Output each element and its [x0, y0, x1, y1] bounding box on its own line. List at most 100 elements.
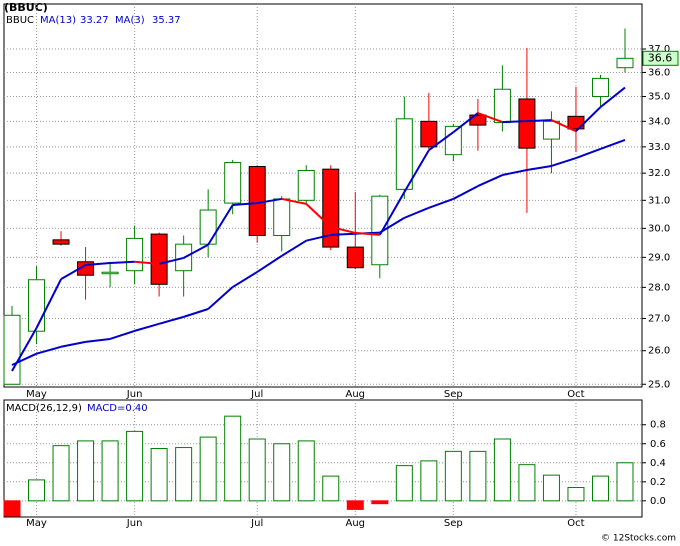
ma-line [257, 197, 282, 205]
ma-line [551, 157, 577, 167]
ma-line [60, 340, 86, 348]
legend-ma13: MA(13) [40, 15, 76, 26]
y-tick-label: 0.4 [650, 458, 666, 469]
ma-line [502, 120, 527, 124]
ma-line [355, 231, 380, 236]
y-tick-label: 29.0 [648, 252, 670, 263]
legend-ma13-value: 33.27 [80, 15, 109, 26]
macd-bar [371, 500, 389, 505]
macd-bar [469, 450, 487, 502]
y-tick-label: 32.0 [648, 168, 670, 179]
x-tick-label: Oct [567, 518, 584, 529]
ma-line [281, 239, 307, 257]
x-tick-label: Jun [126, 518, 143, 529]
y-tick-label: 26.0 [648, 346, 670, 357]
macd-bar [567, 487, 585, 502]
macd-bar [395, 465, 413, 502]
y-tick-label: 0.0 [650, 496, 666, 507]
macd-bar [28, 479, 46, 502]
legend-symbol: BBUC [6, 15, 34, 26]
ma-line [207, 286, 234, 310]
macd-bar [126, 430, 144, 502]
x-tick-label: Oct [567, 389, 584, 400]
legend-ma3: MA(3) [115, 15, 145, 26]
macd-bar [52, 445, 70, 502]
ma-line [232, 202, 258, 207]
candle-body [224, 162, 242, 204]
ma-line [330, 225, 356, 234]
ma-line [158, 256, 184, 265]
candle-body [542, 120, 560, 140]
ma-line [526, 119, 552, 123]
ma-line [502, 168, 528, 177]
ma-line [207, 204, 234, 246]
candle-body [371, 195, 389, 266]
candle-body [126, 237, 144, 272]
ma-line [110, 260, 135, 264]
macd-bar [175, 447, 193, 502]
y-tick-label: 33.0 [648, 142, 670, 153]
source: © 12Stocks.com [601, 534, 676, 544]
macd-bar [77, 440, 95, 502]
macd-bar [542, 474, 560, 502]
candle-body [273, 198, 291, 237]
ma-line [403, 149, 430, 193]
chart-title: (BBUC) [4, 1, 48, 14]
x-tick-label: May [26, 389, 47, 400]
x-tick-label: Aug [346, 389, 366, 400]
ma-line [134, 322, 160, 332]
ma-line [306, 233, 331, 242]
macd-bar [199, 436, 217, 502]
ma-line [85, 337, 111, 343]
candle-body [150, 233, 168, 285]
ma-line [477, 174, 503, 187]
ma-line [232, 271, 258, 288]
ma-line [109, 329, 135, 340]
y-tick-label: 25.0 [648, 379, 670, 390]
candle-body [616, 57, 634, 69]
y-tick-label: 30.0 [648, 223, 670, 234]
candle-body [28, 279, 46, 332]
macd-bar [150, 448, 168, 502]
ma-line [256, 255, 283, 273]
candle-body [493, 88, 511, 124]
macd-bar [322, 475, 340, 502]
candle-body [591, 77, 609, 98]
candle-body [395, 118, 413, 190]
ma-line [600, 138, 626, 150]
candle-body [52, 239, 70, 245]
x-tick-label: Jul [250, 518, 263, 529]
ma-line [428, 197, 454, 209]
ma-line [158, 315, 184, 325]
candle-body [420, 120, 438, 148]
y-tick-label: 0.8 [650, 420, 666, 431]
macd-bar [420, 460, 438, 502]
macd-bar [444, 450, 462, 502]
y-tick-label: 37.0 [648, 44, 670, 55]
candle-body [297, 169, 315, 201]
ma-line [551, 119, 577, 133]
ma-line [281, 197, 307, 205]
macd-bar [518, 464, 536, 502]
macd-current: MACD=0.40 [87, 403, 148, 414]
candle-body [101, 271, 119, 275]
y-tick-label: 35.0 [648, 92, 670, 103]
ma-line [134, 260, 160, 265]
y-tick-label: 28.0 [648, 282, 670, 293]
ma-line [305, 203, 332, 228]
candle-body [3, 314, 21, 385]
ma-line [85, 261, 111, 267]
macd-bar [346, 500, 364, 510]
macd-bar [248, 438, 266, 502]
candle-body [199, 209, 217, 245]
y-tick-label: 34.0 [648, 116, 670, 127]
ma-line [477, 112, 503, 124]
macd-panel [3, 399, 643, 518]
x-tick-label: Jul [250, 389, 263, 400]
macd-bar [493, 438, 511, 502]
y-tick-label: 36.0 [648, 67, 670, 78]
macd-bar [273, 443, 291, 502]
x-tick-label: May [26, 518, 47, 529]
last-price-box [642, 50, 679, 66]
ma-line [378, 191, 406, 236]
